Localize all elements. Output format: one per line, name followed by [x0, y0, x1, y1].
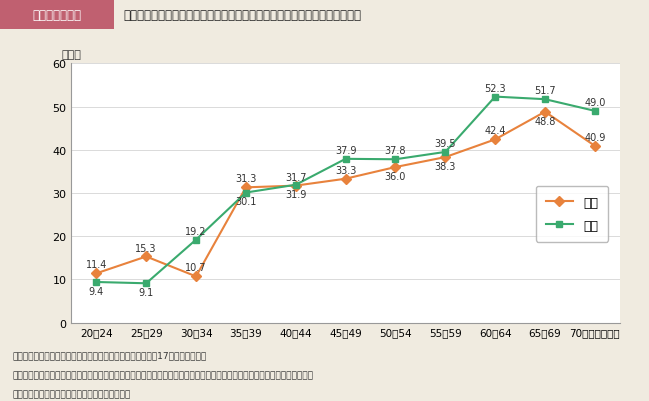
Text: 48.8: 48.8	[534, 116, 556, 126]
Text: 9.4: 9.4	[89, 286, 104, 296]
Text: 11.4: 11.4	[86, 260, 107, 270]
Text: 30.1: 30.1	[235, 197, 256, 207]
Text: 31.7: 31.7	[285, 172, 306, 182]
Text: 15.3: 15.3	[136, 243, 157, 253]
Text: 31.3: 31.3	[235, 174, 256, 184]
Text: 40.9: 40.9	[584, 133, 606, 143]
FancyBboxPatch shape	[0, 0, 114, 30]
Text: 37.9: 37.9	[335, 146, 356, 156]
Text: 31.9: 31.9	[285, 189, 306, 199]
Text: 52.3: 52.3	[484, 83, 506, 93]
Text: 町内会などの地域活動において，社会の役に立ちたいと思っている者の割合: 町内会などの地域活動において，社会の役に立ちたいと思っている者の割合	[123, 8, 361, 22]
Text: 49.0: 49.0	[584, 98, 606, 108]
Text: 42.4: 42.4	[484, 126, 506, 136]
Text: ２．「何か社会のために役立ちたいと思っている」と答えた者のうちどのようなことかと聞いたところ「町内会な: ２．「何か社会のために役立ちたいと思っている」と答えた者のうちどのようなことかと…	[13, 370, 314, 379]
Text: 10.7: 10.7	[185, 263, 207, 273]
Text: 9.1: 9.1	[138, 288, 154, 298]
Legend: 女性, 男性: 女性, 男性	[535, 186, 608, 242]
Text: 36.0: 36.0	[385, 172, 406, 182]
Text: 39.5: 39.5	[435, 139, 456, 149]
Text: （備考）　１．内閣府「社会意識に関する世論調査」（平成17年）より作成。: （備考） １．内閣府「社会意識に関する世論調査」（平成17年）より作成。	[13, 351, 207, 360]
Text: 51.7: 51.7	[534, 86, 556, 96]
Text: 第１－４－３図: 第１－４－３図	[32, 8, 82, 22]
Text: 37.8: 37.8	[385, 146, 406, 156]
Text: 33.3: 33.3	[335, 165, 356, 175]
Text: 38.3: 38.3	[435, 162, 456, 172]
Text: どの地域活動」と答えた者の割合。: どの地域活動」と答えた者の割合。	[13, 389, 131, 398]
Text: （％）: （％）	[62, 50, 82, 60]
Text: 19.2: 19.2	[185, 226, 207, 236]
